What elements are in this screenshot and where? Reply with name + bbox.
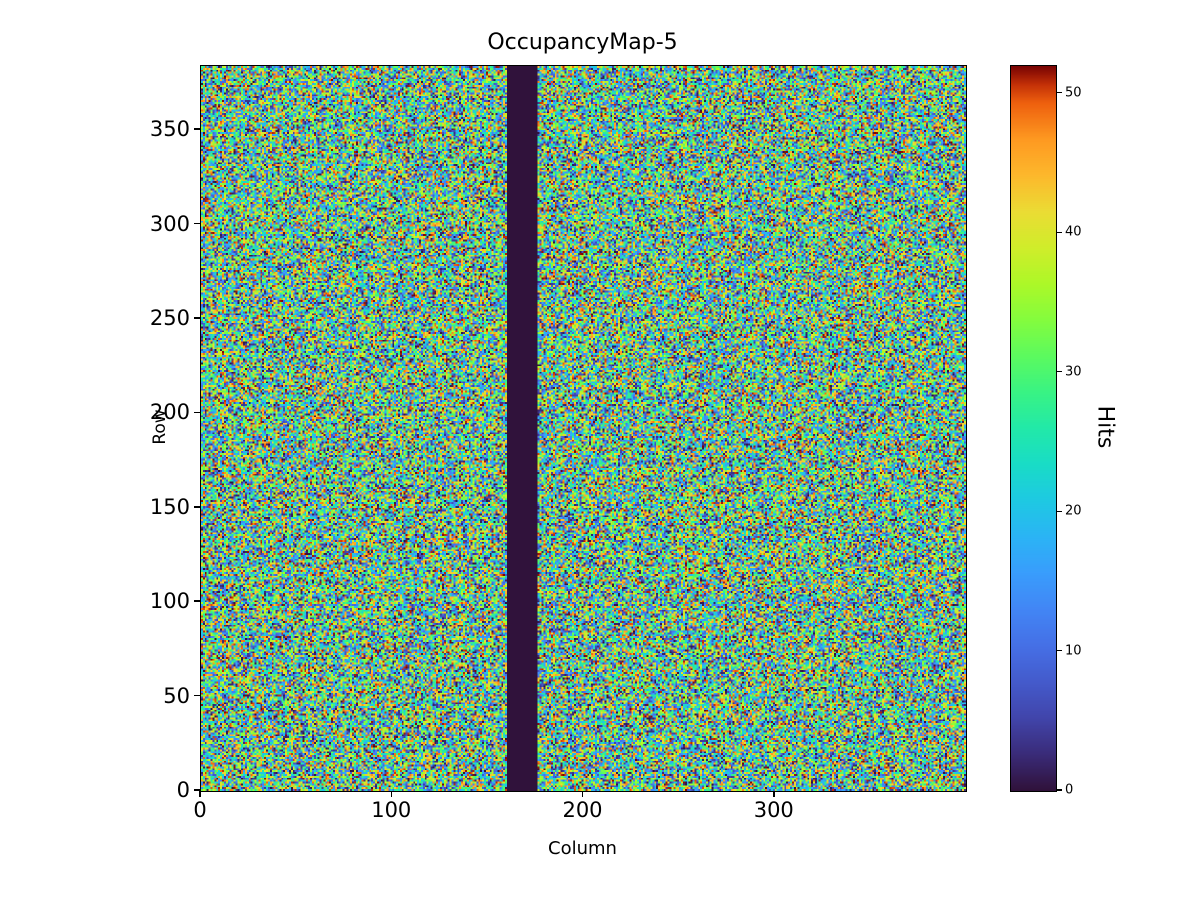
x-tick-label: 0 [193,798,207,822]
y-tick-mark [194,128,200,130]
y-tick-label: 200 [149,400,190,425]
colorbar-tick-label: 50 [1065,85,1082,101]
x-tick-label: 100 [371,798,412,822]
x-tick-mark [390,791,392,797]
y-tick-mark [194,506,200,508]
colorbar [1010,65,1057,792]
colorbar-tick-label: 40 [1065,224,1082,240]
heatmap-canvas [201,66,966,791]
colorbar-tick-label: 10 [1065,643,1082,659]
x-axis-label: Column [548,838,617,859]
colorbar-tick-label: 20 [1065,503,1082,519]
x-tick-label: 300 [753,798,794,822]
heatmap-plot-area [200,65,967,792]
chart-title: OccupancyMap-5 [487,30,678,55]
y-tick-mark [194,222,200,225]
colorbar-tick-mark [1057,649,1062,652]
y-tick-label: 350 [149,117,190,142]
colorbar-tick-mark [1057,510,1062,512]
x-tick-mark [773,791,775,797]
colorbar-canvas [1011,66,1056,791]
colorbar-tick-mark [1057,231,1062,233]
y-tick-label: 250 [149,305,190,330]
x-tick-mark [581,791,584,797]
x-tick-label: 200 [562,798,603,822]
x-tick-mark [199,791,201,797]
colorbar-tick-label: 0 [1065,782,1074,798]
y-tick-mark [194,789,200,791]
y-tick-label: 0 [176,778,190,802]
colorbar-tick-mark [1057,789,1062,791]
y-tick-mark [194,317,200,319]
y-tick-mark [194,411,200,414]
y-tick-label: 150 [149,494,190,519]
y-tick-mark [194,600,200,602]
colorbar-tick-mark [1057,371,1062,373]
y-tick-label: 300 [149,211,190,236]
colorbar-tick-label: 30 [1065,364,1082,380]
colorbar-tick-mark [1057,92,1062,94]
y-tick-label: 100 [149,589,190,614]
colorbar-label: Hits [1092,405,1118,449]
y-tick-mark [194,694,200,697]
y-tick-label: 50 [163,683,190,708]
